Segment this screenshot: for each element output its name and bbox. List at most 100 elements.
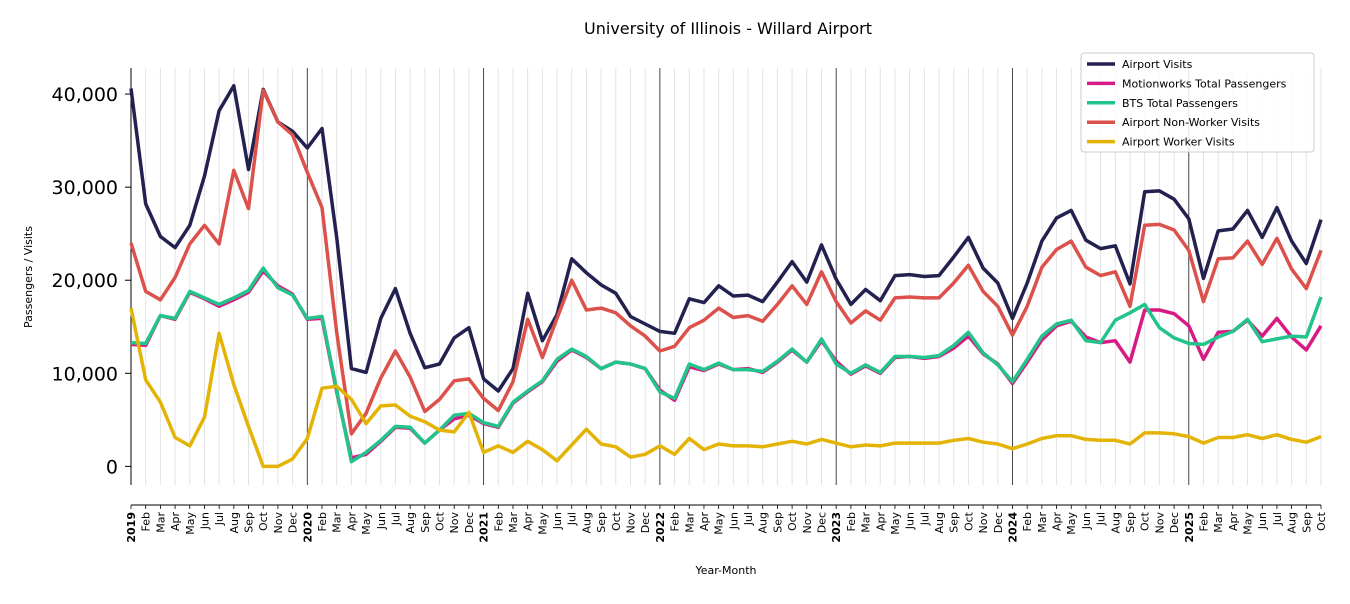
series-line-bts-total-passengers <box>130 266 1323 464</box>
x-axis-label: Year-Month <box>694 564 756 577</box>
x-tick-label-year: 2019 <box>125 512 138 543</box>
x-tick-label-month: May <box>713 512 726 535</box>
x-tick-label-month: Aug <box>228 512 241 533</box>
x-tick-label-month: Jun <box>551 512 564 530</box>
x-tick-label-month: Jul <box>1271 512 1284 526</box>
x-tick-label-month: May <box>889 512 902 535</box>
x-tick-label-month: Apr <box>698 512 711 532</box>
x-tick-label-month: May <box>184 512 197 535</box>
x-tick-label-month: May <box>360 512 373 535</box>
x-tick-label-month: Jun <box>375 512 388 530</box>
x-tick-label-month: Jul <box>566 512 579 526</box>
x-tick-label-month: Feb <box>492 512 505 531</box>
y-tick-label: 40,000 <box>52 84 118 106</box>
x-tick-label-year: 2020 <box>301 512 314 543</box>
x-tick-label-month: Mar <box>507 512 520 533</box>
x-tick-label-month: Aug <box>1286 512 1299 533</box>
legend-label: BTS Total Passengers <box>1122 97 1238 110</box>
x-tick-label-month: Jun <box>727 512 740 530</box>
x-tick-label-month: Nov <box>625 512 638 534</box>
x-tick-label-month: Sep <box>419 512 432 533</box>
x-tick-label-month: Feb <box>1197 512 1210 531</box>
legend-label: Airport Visits <box>1122 58 1193 71</box>
legend-label: Airport Non-Worker Visits <box>1122 116 1260 129</box>
x-tick-label-year: 2021 <box>478 512 491 543</box>
x-tick-label-month: Apr <box>169 512 182 532</box>
x-tick-label-month: Jul <box>389 512 402 526</box>
x-tick-label-month: Jul <box>1095 512 1108 526</box>
x-tick-label-month: Jul <box>742 512 755 526</box>
x-tick-label-month: Feb <box>669 512 682 531</box>
x-tick-label-month: Sep <box>1124 512 1137 533</box>
x-tick-label-month: Dec <box>639 512 652 533</box>
x-tick-label-month: Sep <box>771 512 784 533</box>
x-tick-label-month: Nov <box>272 512 285 534</box>
x-tick-label-year: 2022 <box>654 512 667 543</box>
x-tick-label-month: May <box>1065 512 1078 535</box>
x-tick-label-year: 2023 <box>830 512 843 543</box>
x-tick-label-month: Apr <box>522 512 535 532</box>
x-tick-label-month: Feb <box>316 512 329 531</box>
x-tick-label-month: Oct <box>1315 511 1328 531</box>
x-tick-label-year: 2024 <box>1006 512 1019 543</box>
x-tick-label-month: Mar <box>683 512 696 533</box>
x-tick-label-month: Oct <box>786 511 799 531</box>
x-tick-label-month: Aug <box>580 512 593 533</box>
x-tick-label-month: Jul <box>918 512 931 526</box>
x-tick-label-month: Feb <box>845 512 858 531</box>
x-tick-label-month: Dec <box>463 512 476 533</box>
x-tick-label-month: Mar <box>154 512 167 533</box>
x-tick-label-month: Nov <box>801 512 814 534</box>
x-tick-label-month: Aug <box>933 512 946 533</box>
x-tick-label-month: Jun <box>198 512 211 530</box>
x-tick-label-month: Nov <box>977 512 990 534</box>
x-tick-label-month: Apr <box>1051 512 1064 532</box>
x-tick-label-month: Apr <box>1227 512 1240 532</box>
legend-label: Airport Worker Visits <box>1122 136 1235 149</box>
series-line-airport-worker-visits <box>129 307 1322 469</box>
x-tick-label-month: Jun <box>1256 512 1269 530</box>
x-tick-label-month: Nov <box>1153 512 1166 534</box>
x-tick-label-month: Sep <box>948 512 961 533</box>
y-tick-label: 30,000 <box>52 177 118 199</box>
x-tick-label-month: Aug <box>404 512 417 533</box>
x-tick-label-month: Feb <box>140 512 153 531</box>
x-tick-label-month: Sep <box>1300 512 1313 533</box>
y-tick-label: 10,000 <box>52 363 118 385</box>
x-tick-label-month: Aug <box>757 512 770 533</box>
series-line-airport-non-worker-visits <box>129 88 1323 436</box>
x-tick-label-month: Oct <box>1139 511 1152 531</box>
x-axis: 2019 Feb Mar Apr May Jun Jul Aug Sep Oct Nov Dec 202… <box>125 504 1328 543</box>
x-tick-label-month: Jun <box>904 512 917 530</box>
x-tick-label-month: Aug <box>1109 512 1122 533</box>
chart-title: University of Illinois - Willard Airport <box>584 19 872 38</box>
x-tick-label-month: Jun <box>1080 512 1093 530</box>
y-axis: 0 10,000 20,000 30,000 40,000 <box>52 68 132 485</box>
x-tick-label-month: Mar <box>331 512 344 533</box>
x-tick-label-month: May <box>1242 512 1255 535</box>
x-tick-label-month: Dec <box>1168 512 1181 533</box>
series-line-airport-visits <box>129 83 1323 393</box>
x-tick-label-month: Sep <box>243 512 256 533</box>
x-tick-label-month: Feb <box>1021 512 1034 531</box>
legend-label: Motionworks Total Passengers <box>1122 77 1287 90</box>
x-tick-label-month: Dec <box>287 512 300 533</box>
y-tick-label: 0 <box>106 456 118 478</box>
x-tick-label-month: Mar <box>1212 512 1225 533</box>
x-tick-label-month: Dec <box>815 512 828 533</box>
x-tick-label-month: Dec <box>992 512 1005 533</box>
x-tick-label-month: Mar <box>1036 512 1049 533</box>
legend: Airport Visits Motionworks Total Passenge… <box>1080 52 1315 153</box>
x-tick-label-month: May <box>536 512 549 535</box>
x-tick-label-month: Oct <box>434 511 447 531</box>
x-tick-label-year: 2025 <box>1183 512 1196 543</box>
x-tick-label-month: Oct <box>257 511 270 531</box>
x-tick-label-month: Oct <box>610 511 623 531</box>
x-tick-label-month: Apr <box>874 512 887 532</box>
x-tick-label-month: Apr <box>345 512 358 532</box>
x-tick-label-month: Jul <box>213 512 226 526</box>
x-tick-label-month: Nov <box>448 512 461 534</box>
y-axis-label: Passengers / Visits <box>22 226 35 328</box>
x-tick-label-month: Oct <box>962 511 975 531</box>
